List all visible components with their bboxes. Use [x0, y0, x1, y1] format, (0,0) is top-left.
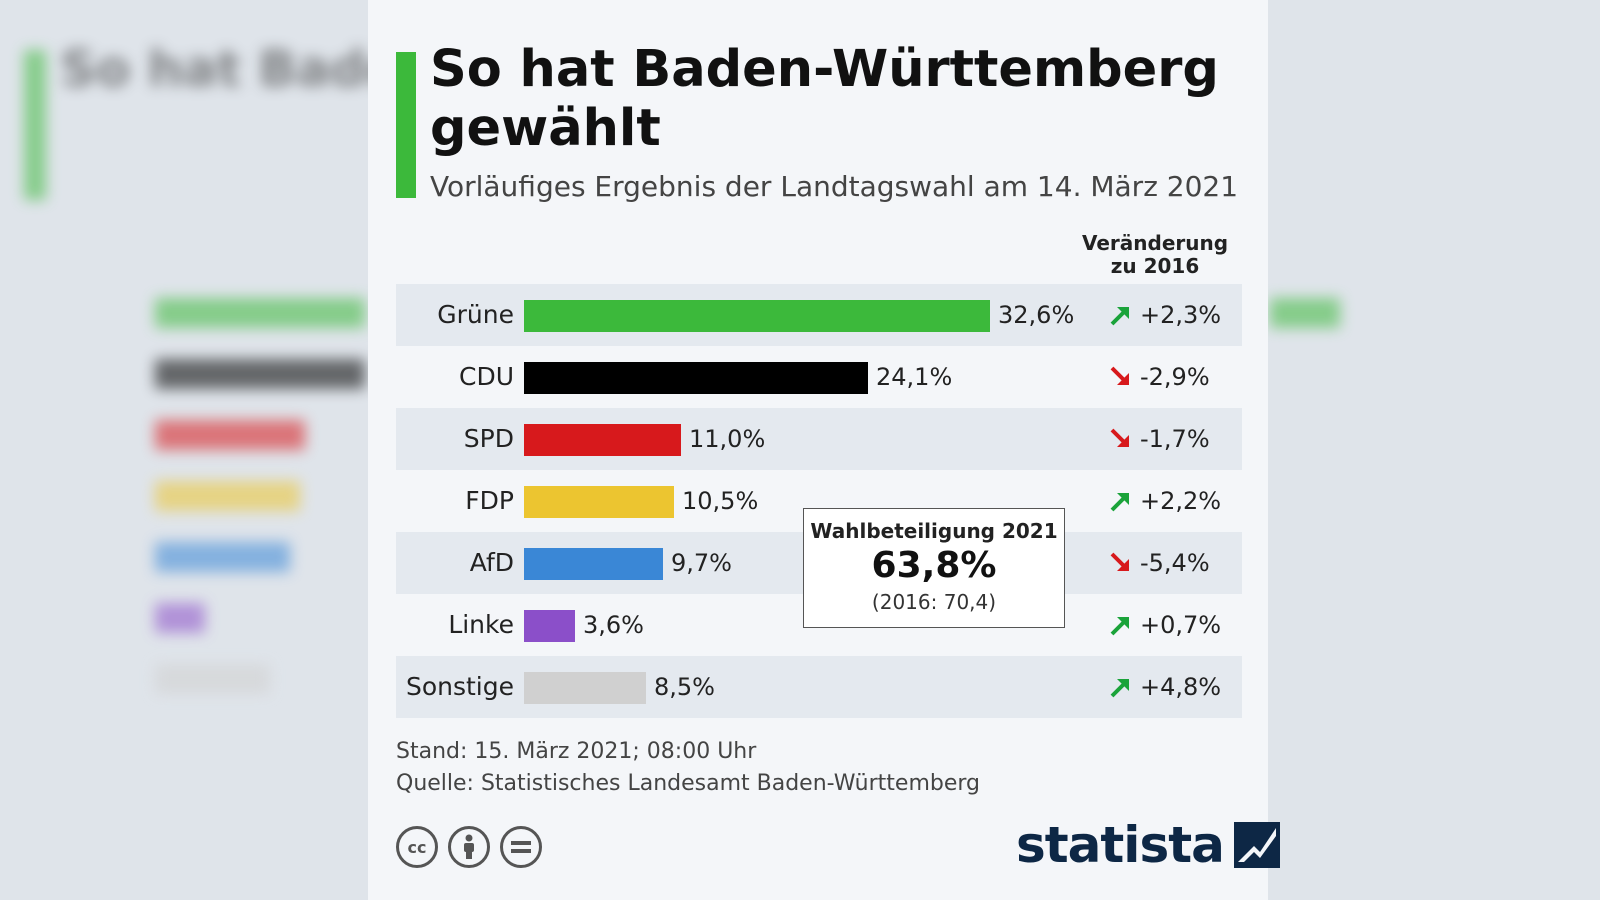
category-label: Grüne	[437, 300, 514, 329]
chart-row: SPD 11,0% -1,7%	[396, 408, 1242, 470]
bar	[524, 424, 681, 456]
value-label: 9,7%	[671, 549, 732, 577]
statista-logo[interactable]: statista	[1016, 816, 1280, 874]
value-label: 32,6%	[998, 301, 1075, 329]
change-value: -1,7%	[1140, 425, 1210, 453]
change-value: -2,9%	[1140, 363, 1210, 391]
no-derivatives-icon[interactable]	[500, 826, 542, 868]
statista-mark-icon	[1233, 822, 1280, 868]
change-column-heading: Veränderung zu 2016	[1081, 231, 1229, 278]
change-label: +2,2%	[1108, 470, 1221, 532]
chart-row: Sonstige 8,5% +4,8%	[396, 656, 1242, 718]
turnout-previous: (2016: 70,4)	[871, 590, 997, 614]
cc-icon[interactable]: cc	[396, 826, 438, 868]
footer: Stand: 15. März 2021; 08:00 Uhr Quelle: …	[396, 736, 980, 800]
change-value: -5,4%	[1140, 549, 1210, 577]
change-label: -1,7%	[1108, 408, 1210, 470]
category-label: Linke	[448, 610, 514, 639]
change-value: +2,2%	[1140, 487, 1222, 515]
change-value: +2,3%	[1140, 301, 1222, 329]
change-label: +0,7%	[1108, 594, 1221, 656]
arrow-up-right-icon	[1110, 679, 1129, 698]
turnout-label: Wahlbeteiligung 2021	[810, 519, 1058, 543]
value-label: 24,1%	[876, 363, 953, 391]
page-title: So hat Baden-Württemberg gewählt	[430, 40, 1219, 158]
category-label: CDU	[458, 362, 514, 391]
category-label: SPD	[463, 424, 514, 453]
value-label: 8,5%	[654, 673, 715, 701]
arrow-up-right-icon	[1110, 307, 1129, 326]
license-icons: cc	[396, 826, 542, 868]
chart-row: CDU 24,1% -2,9%	[396, 346, 1242, 408]
change-label: -2,9%	[1108, 346, 1210, 408]
bar-chart: Grüne 32,6% +2,3% CDU 24,1% -2,9% SPD 11,0% -1,7…	[396, 284, 1242, 718]
subtitle: Vorläufiges Ergebnis der Landtagswahl am…	[430, 170, 1239, 203]
bar	[524, 486, 674, 518]
bar	[524, 610, 575, 642]
change-value: +0,7%	[1140, 611, 1222, 639]
change-value: +4,8%	[1140, 673, 1222, 701]
arrow-down-right-icon	[1110, 366, 1129, 385]
title-accent-stripe	[396, 52, 416, 198]
footer-stand: Stand: 15. März 2021; 08:00 Uhr	[396, 739, 757, 764]
logo-text: statista	[1016, 816, 1225, 874]
value-label: 11,0%	[689, 425, 766, 453]
chart-row: Linke 3,6% +0,7%	[396, 594, 1242, 656]
category-label: AfD	[469, 548, 514, 577]
turnout-box: Wahlbeteiligung 2021 63,8% (2016: 70,4)	[803, 508, 1065, 628]
change-label: +4,8%	[1108, 656, 1221, 718]
chart-row: FDP 10,5% +2,2%	[396, 470, 1242, 532]
value-label: 10,5%	[682, 487, 759, 515]
bar	[524, 300, 990, 332]
bar	[524, 548, 663, 580]
infographic-card: So hat Baden-Württemberg gewählt Vorläuf…	[368, 0, 1280, 900]
bar	[524, 672, 646, 704]
change-label: -5,4%	[1108, 532, 1210, 594]
arrow-up-right-icon	[1110, 493, 1129, 512]
change-label: +2,3%	[1108, 284, 1221, 346]
turnout-value: 63,8%	[871, 545, 997, 586]
footer-source: Quelle: Statistisches Landesamt Baden-Wü…	[396, 771, 980, 796]
category-label: Sonstige	[405, 672, 514, 701]
bar	[524, 362, 868, 394]
arrow-down-right-icon	[1110, 552, 1129, 571]
category-label: FDP	[465, 486, 514, 515]
arrow-up-right-icon	[1110, 617, 1129, 636]
value-label: 3,6%	[583, 611, 644, 639]
chart-row: Grüne 32,6% +2,3%	[396, 284, 1242, 346]
arrow-down-right-icon	[1110, 428, 1129, 447]
attribution-icon[interactable]	[448, 826, 490, 868]
